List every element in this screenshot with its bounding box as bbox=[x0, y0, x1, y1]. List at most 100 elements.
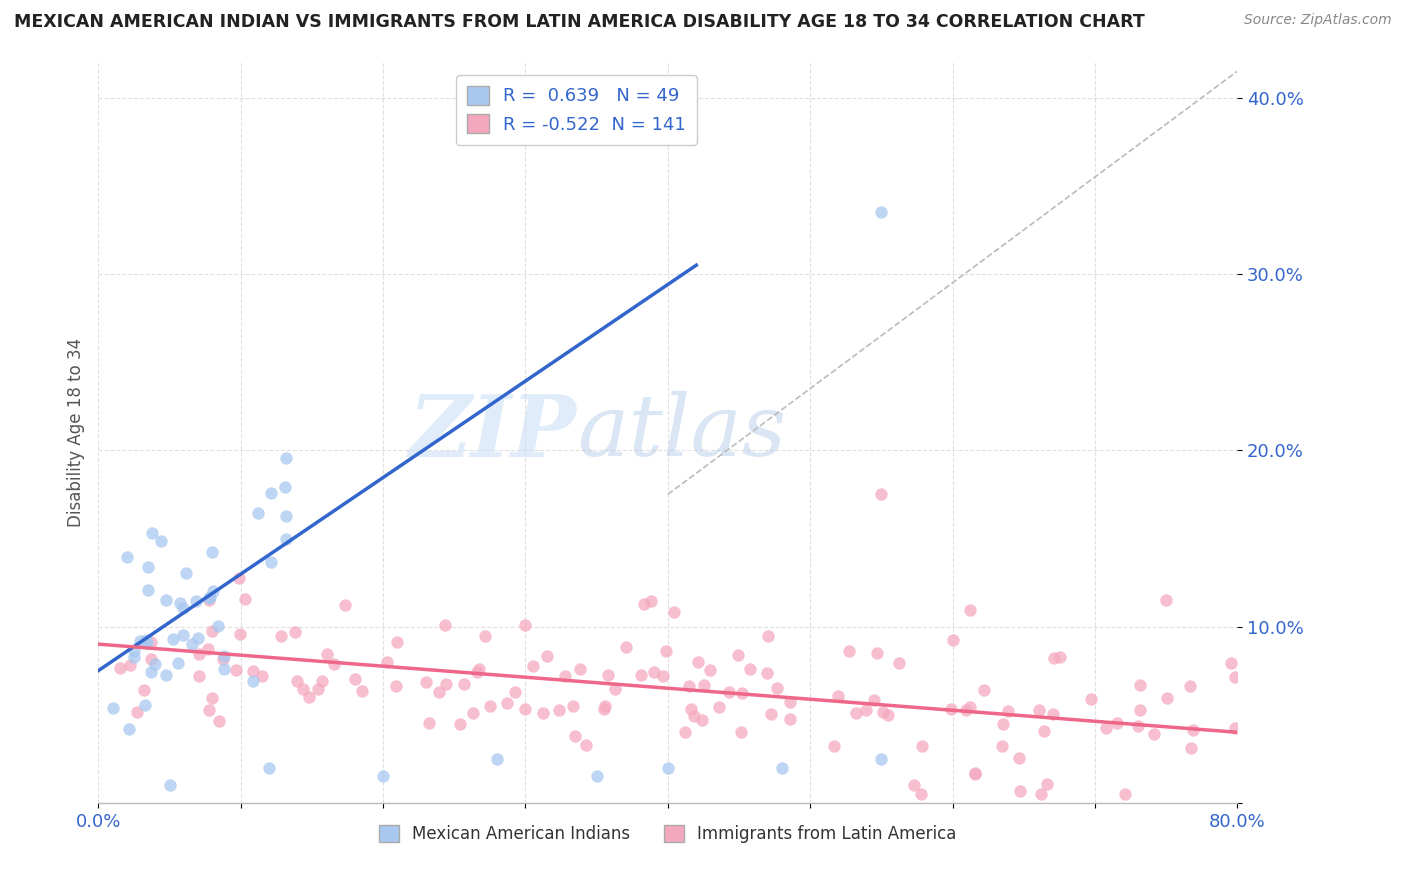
Point bbox=[547, 703, 569, 717]
Point bbox=[673, 725, 696, 739]
Point bbox=[155, 668, 177, 682]
Point bbox=[1178, 679, 1201, 693]
Point bbox=[1028, 703, 1050, 717]
Point bbox=[201, 545, 224, 559]
Point bbox=[496, 696, 519, 710]
Point bbox=[959, 603, 981, 617]
Point bbox=[1008, 784, 1031, 798]
Point bbox=[427, 685, 450, 699]
Point bbox=[198, 704, 221, 718]
Point bbox=[855, 703, 877, 717]
Point bbox=[554, 669, 576, 683]
Point bbox=[212, 649, 235, 664]
Point bbox=[141, 526, 163, 541]
Point bbox=[373, 769, 395, 783]
Point bbox=[108, 661, 131, 675]
Point bbox=[118, 722, 141, 736]
Point bbox=[453, 677, 475, 691]
Point bbox=[298, 690, 321, 705]
Point bbox=[274, 451, 297, 466]
Point bbox=[585, 769, 607, 783]
Point bbox=[730, 686, 752, 700]
Point bbox=[117, 549, 139, 564]
Point bbox=[866, 646, 889, 660]
Point bbox=[291, 681, 314, 696]
Point bbox=[862, 693, 884, 707]
Point bbox=[766, 681, 789, 695]
Point bbox=[211, 652, 233, 666]
Point bbox=[1220, 657, 1243, 671]
Point bbox=[201, 690, 224, 705]
Point bbox=[593, 699, 616, 714]
Point bbox=[322, 657, 344, 671]
Point bbox=[385, 679, 408, 693]
Point bbox=[679, 702, 702, 716]
Point bbox=[1095, 721, 1118, 735]
Point bbox=[449, 717, 471, 731]
Point bbox=[965, 766, 987, 780]
Point bbox=[333, 598, 356, 612]
Point bbox=[260, 556, 283, 570]
Point bbox=[515, 702, 537, 716]
Point bbox=[630, 667, 652, 681]
Point bbox=[756, 630, 779, 644]
Point bbox=[139, 665, 162, 680]
Point bbox=[872, 705, 894, 719]
Point bbox=[1036, 776, 1059, 790]
Point bbox=[1029, 787, 1052, 801]
Point bbox=[468, 662, 491, 676]
Point bbox=[903, 778, 925, 792]
Point bbox=[387, 635, 409, 649]
Point bbox=[242, 664, 264, 678]
Point bbox=[845, 706, 868, 720]
Point bbox=[198, 591, 221, 606]
Point bbox=[605, 681, 627, 696]
Point bbox=[285, 674, 308, 689]
Point bbox=[1128, 719, 1150, 733]
Point bbox=[486, 752, 509, 766]
Point bbox=[1223, 721, 1246, 735]
Point bbox=[727, 648, 749, 662]
Point bbox=[122, 650, 145, 665]
Point bbox=[973, 682, 995, 697]
Point bbox=[756, 666, 779, 681]
Point bbox=[682, 709, 704, 723]
Point bbox=[640, 594, 662, 608]
Point bbox=[250, 669, 273, 683]
Point bbox=[870, 205, 893, 219]
Point bbox=[740, 662, 762, 676]
Point bbox=[655, 644, 678, 658]
Point bbox=[187, 631, 209, 645]
Point bbox=[643, 665, 665, 679]
Point bbox=[652, 668, 675, 682]
Point bbox=[352, 684, 374, 698]
Point bbox=[242, 673, 264, 688]
Text: Source: ZipAtlas.com: Source: ZipAtlas.com bbox=[1244, 13, 1392, 28]
Point bbox=[533, 706, 555, 720]
Point bbox=[1180, 741, 1202, 756]
Point bbox=[201, 624, 224, 639]
Point bbox=[415, 675, 437, 690]
Point bbox=[162, 632, 184, 646]
Point bbox=[827, 689, 849, 703]
Text: MEXICAN AMERICAN INDIAN VS IMMIGRANTS FROM LATIN AMERICA DISABILITY AGE 18 TO 34: MEXICAN AMERICAN INDIAN VS IMMIGRANTS FR… bbox=[14, 13, 1144, 31]
Point bbox=[150, 534, 173, 549]
Point bbox=[575, 738, 598, 752]
Point bbox=[208, 714, 231, 729]
Point bbox=[1143, 727, 1166, 741]
Point bbox=[759, 707, 782, 722]
Point bbox=[129, 633, 152, 648]
Text: atlas: atlas bbox=[576, 392, 786, 474]
Point bbox=[169, 596, 191, 610]
Point bbox=[1008, 751, 1031, 765]
Point bbox=[188, 669, 211, 683]
Point bbox=[172, 628, 194, 642]
Point bbox=[593, 702, 616, 716]
Point bbox=[910, 787, 932, 801]
Point bbox=[1225, 670, 1247, 684]
Point bbox=[730, 725, 752, 739]
Point bbox=[101, 700, 124, 714]
Point bbox=[180, 636, 202, 650]
Point bbox=[225, 663, 247, 677]
Point bbox=[633, 597, 655, 611]
